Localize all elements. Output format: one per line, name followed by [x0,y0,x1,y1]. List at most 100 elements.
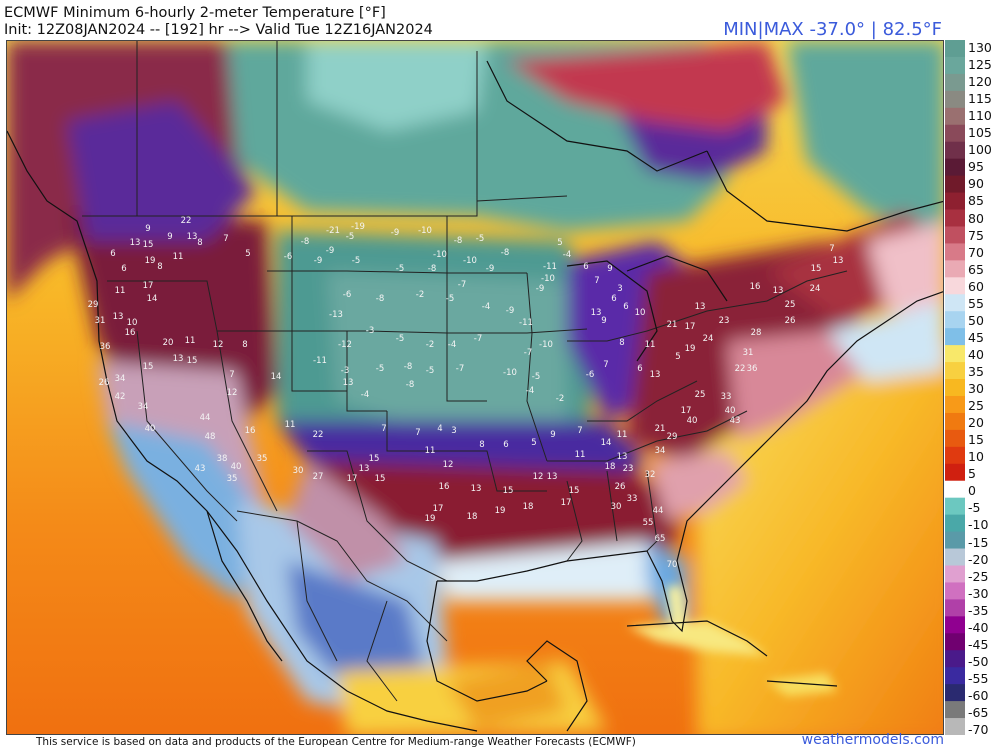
colorbar-swatch [945,277,965,295]
station-temp-label: -9 [314,256,322,266]
station-temp-label: 17 [347,474,358,484]
colorbar-tick-label: 105 [968,125,992,141]
colorbar-tick-label: 25 [968,398,984,414]
colorbar-tick-label: 0 [968,483,976,499]
station-temp-label: 7 [415,428,420,438]
station-temp-label: -10 [541,274,555,284]
colorbar-swatch [945,667,965,685]
station-temp-label: -9 [326,246,334,256]
colorbar [945,40,965,735]
station-temp-label: 21 [655,424,666,434]
colorbar-swatch [945,379,965,397]
colorbar-swatch [945,90,965,109]
colorbar-swatch [945,429,965,448]
station-temp-label: 19 [425,514,436,524]
station-temp-label: 7 [603,360,608,370]
colorbar-tick-label: -60 [968,687,989,703]
colorbar-tick-label: -35 [968,602,989,618]
colorbar-swatch [945,395,965,414]
station-temp-label: 13 [113,312,124,322]
station-temp-label: 29 [667,432,678,442]
colorbar-tick-label: 120 [968,74,992,90]
station-temp-label: 40 [231,462,242,472]
station-temp-label: -8 [376,294,384,304]
station-temp-label: 15 [369,454,380,464]
station-temp-label: 35 [227,474,238,484]
colorbar-swatch [945,582,965,600]
station-temp-label: 30 [611,502,622,512]
station-temp-label: 27 [313,472,324,482]
colorbar-gradient [945,40,965,735]
station-temp-label: 26 [785,316,796,326]
station-temp-label: 8 [242,340,247,350]
station-temp-label: 19 [685,344,696,354]
ecmwf-disclaimer: This service is based on data and produc… [36,736,636,748]
colorbar-swatch [945,158,965,177]
station-temp-label: 14 [271,372,282,382]
station-temp-label: 6 [637,364,642,374]
station-temp-label: -9 [536,284,544,294]
station-temp-label: 19 [495,506,506,516]
station-temp-label: -10 [539,340,553,350]
station-temp-label: -12 [338,340,352,350]
station-temp-label: 9 [601,316,606,326]
station-temp-label: 15 [503,486,514,496]
station-temp-label: 29 [88,300,99,310]
colorbar-swatch [945,650,965,668]
colorbar-swatch [945,209,965,228]
station-temp-label: -10 [418,226,432,236]
station-temp-label: -7 [458,280,466,290]
station-temp-label: 44 [653,506,664,516]
station-temp-label: 12 [533,472,544,482]
station-temp-label: 22 [181,216,192,226]
colorbar-tick-label: 45 [968,329,984,345]
station-temp-label: 16 [750,282,761,292]
colorbar-swatch [945,599,965,617]
station-temp-label: -5 [446,294,454,304]
brand-link[interactable]: weathermodels.com [801,732,944,748]
colorbar-swatch [945,73,965,92]
station-temp-label: 17 [143,281,154,291]
station-temp-label: 35 [257,454,268,464]
station-temp-label: 26 [615,482,626,492]
colorbar-swatch [945,311,965,329]
station-temp-label: -7 [474,334,482,344]
station-temp-label: 8 [619,338,624,348]
colorbar-tick-label: 20 [968,415,984,431]
station-temp-label: 15 [143,362,154,372]
colorbar-tick-label: 30 [968,381,984,396]
colorbar-tick-label: 5 [968,466,976,482]
station-temp-label: 17 [685,322,696,332]
station-temp-label: 15 [375,474,386,484]
colorbar-swatch [945,294,965,312]
station-temp-label: 7 [594,276,599,286]
colorbar-tick-label: 130 [968,40,992,55]
station-temp-label: 6 [121,264,126,274]
station-temp-label: 36 [747,364,758,374]
station-temp-label: 18 [605,462,616,472]
station-temp-label: 9 [607,264,612,274]
station-temp-label: 13 [343,378,354,388]
station-temp-label: 38 [217,454,228,464]
station-temp-label: 7 [223,234,228,244]
station-temp-label: 34 [655,446,666,456]
colorbar-tick-label: -30 [968,585,989,601]
colorbar-swatch [945,446,965,465]
colorbar-swatch [945,40,965,58]
station-temp-label: 24 [703,334,714,344]
station-temp-label: 7 [829,244,834,254]
station-temp-label: 8 [157,262,162,272]
colorbar-tick-label: -15 [968,534,989,550]
station-temp-label: 13 [617,452,628,462]
station-temp-label: 13 [187,232,198,242]
colorbar-tick-label: -55 [968,670,989,686]
station-temp-label: 40 [725,406,736,416]
colorbar-tick-label: -10 [968,517,989,533]
colorbar-tick-label: 125 [968,57,992,72]
colorbar-swatch [945,192,965,211]
station-temp-label: -6 [284,252,292,262]
colorbar-tick-label: 70 [968,244,984,260]
station-temp-label: 40 [687,416,698,426]
state-borders [82,41,848,702]
station-temp-label: 7 [229,370,234,380]
